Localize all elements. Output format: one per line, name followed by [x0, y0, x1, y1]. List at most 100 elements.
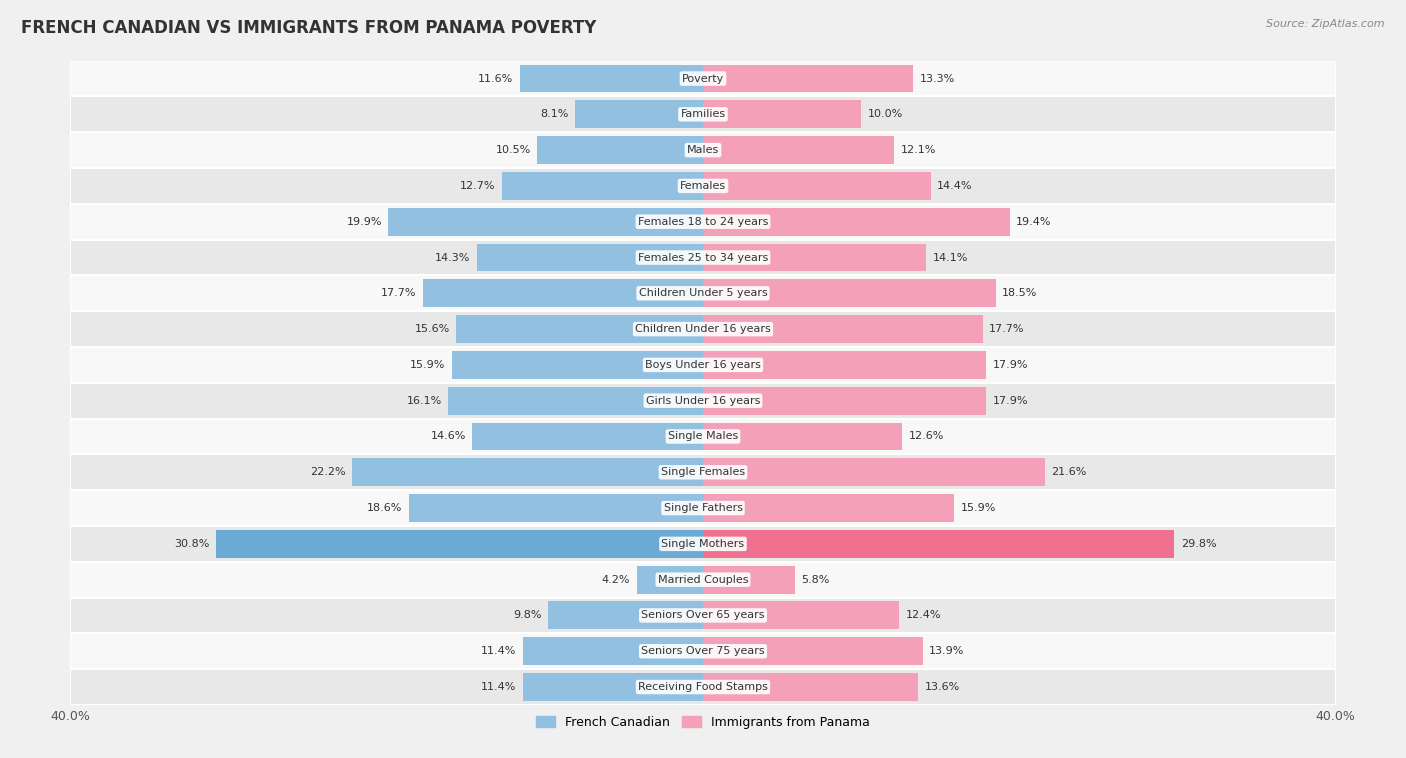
- Bar: [703, 459, 1045, 486]
- Text: 13.9%: 13.9%: [929, 647, 965, 656]
- Text: Seniors Over 65 years: Seniors Over 65 years: [641, 610, 765, 621]
- Bar: [703, 208, 1010, 236]
- Bar: [70, 347, 1336, 383]
- Text: Source: ZipAtlas.com: Source: ZipAtlas.com: [1267, 19, 1385, 29]
- Text: 5.8%: 5.8%: [801, 575, 830, 584]
- Bar: [352, 459, 703, 486]
- Text: Single Fathers: Single Fathers: [664, 503, 742, 513]
- Bar: [70, 168, 1336, 204]
- Text: 18.5%: 18.5%: [1002, 288, 1038, 299]
- Text: Poverty: Poverty: [682, 74, 724, 83]
- Bar: [70, 490, 1336, 526]
- Text: 11.4%: 11.4%: [481, 682, 516, 692]
- Bar: [502, 172, 703, 200]
- Bar: [703, 280, 995, 307]
- Bar: [703, 602, 900, 629]
- Bar: [388, 208, 703, 236]
- Text: Receiving Food Stamps: Receiving Food Stamps: [638, 682, 768, 692]
- Text: 10.0%: 10.0%: [868, 109, 903, 119]
- Text: Children Under 5 years: Children Under 5 years: [638, 288, 768, 299]
- Bar: [477, 243, 703, 271]
- Legend: French Canadian, Immigrants from Panama: French Canadian, Immigrants from Panama: [531, 711, 875, 735]
- Text: 14.3%: 14.3%: [434, 252, 471, 262]
- Bar: [472, 422, 703, 450]
- Bar: [703, 243, 927, 271]
- Text: 15.6%: 15.6%: [415, 324, 450, 334]
- Text: 19.4%: 19.4%: [1017, 217, 1052, 227]
- Text: 17.9%: 17.9%: [993, 396, 1028, 406]
- Bar: [451, 351, 703, 379]
- Bar: [703, 315, 983, 343]
- Text: 17.7%: 17.7%: [381, 288, 416, 299]
- Bar: [703, 136, 894, 164]
- Bar: [70, 383, 1336, 418]
- Text: Females 18 to 24 years: Females 18 to 24 years: [638, 217, 768, 227]
- Bar: [575, 100, 703, 128]
- Bar: [703, 565, 794, 594]
- Text: 29.8%: 29.8%: [1181, 539, 1216, 549]
- Bar: [70, 526, 1336, 562]
- Bar: [523, 637, 703, 666]
- Bar: [70, 96, 1336, 132]
- Text: 14.1%: 14.1%: [932, 252, 967, 262]
- Text: Girls Under 16 years: Girls Under 16 years: [645, 396, 761, 406]
- Bar: [703, 387, 986, 415]
- Text: 11.6%: 11.6%: [478, 74, 513, 83]
- Text: 15.9%: 15.9%: [409, 360, 446, 370]
- Text: 10.5%: 10.5%: [495, 145, 530, 155]
- Bar: [409, 494, 703, 522]
- Text: 21.6%: 21.6%: [1052, 467, 1087, 478]
- Bar: [70, 418, 1336, 454]
- Text: 17.9%: 17.9%: [993, 360, 1028, 370]
- Text: Seniors Over 75 years: Seniors Over 75 years: [641, 647, 765, 656]
- Text: 16.1%: 16.1%: [406, 396, 441, 406]
- Text: 14.4%: 14.4%: [938, 181, 973, 191]
- Bar: [703, 673, 918, 701]
- Bar: [70, 454, 1336, 490]
- Text: FRENCH CANADIAN VS IMMIGRANTS FROM PANAMA POVERTY: FRENCH CANADIAN VS IMMIGRANTS FROM PANAM…: [21, 19, 596, 37]
- Text: Families: Families: [681, 109, 725, 119]
- Bar: [703, 351, 986, 379]
- Text: 4.2%: 4.2%: [602, 575, 630, 584]
- Text: 8.1%: 8.1%: [540, 109, 568, 119]
- Bar: [70, 562, 1336, 597]
- Bar: [703, 422, 903, 450]
- Bar: [215, 530, 703, 558]
- Text: Females: Females: [681, 181, 725, 191]
- Bar: [703, 530, 1174, 558]
- Text: 15.9%: 15.9%: [960, 503, 997, 513]
- Bar: [703, 494, 955, 522]
- Bar: [523, 673, 703, 701]
- Bar: [456, 315, 703, 343]
- Bar: [537, 136, 703, 164]
- Bar: [703, 172, 931, 200]
- Text: 12.7%: 12.7%: [460, 181, 496, 191]
- Bar: [70, 275, 1336, 312]
- Text: 30.8%: 30.8%: [174, 539, 209, 549]
- Bar: [637, 565, 703, 594]
- Bar: [70, 61, 1336, 96]
- Text: 14.6%: 14.6%: [430, 431, 465, 441]
- Bar: [520, 64, 703, 92]
- Bar: [703, 64, 914, 92]
- Bar: [703, 100, 860, 128]
- Text: 13.6%: 13.6%: [925, 682, 960, 692]
- Bar: [449, 387, 703, 415]
- Text: 9.8%: 9.8%: [513, 610, 541, 621]
- Bar: [70, 669, 1336, 705]
- Text: 12.1%: 12.1%: [901, 145, 936, 155]
- Text: 11.4%: 11.4%: [481, 647, 516, 656]
- Text: Boys Under 16 years: Boys Under 16 years: [645, 360, 761, 370]
- Text: 19.9%: 19.9%: [346, 217, 382, 227]
- Text: 18.6%: 18.6%: [367, 503, 402, 513]
- Bar: [70, 204, 1336, 240]
- Text: 12.4%: 12.4%: [905, 610, 941, 621]
- Bar: [70, 634, 1336, 669]
- Text: Males: Males: [688, 145, 718, 155]
- Text: 12.6%: 12.6%: [908, 431, 943, 441]
- Text: 22.2%: 22.2%: [309, 467, 346, 478]
- Bar: [70, 240, 1336, 275]
- Bar: [70, 597, 1336, 634]
- Text: Single Females: Single Females: [661, 467, 745, 478]
- Bar: [703, 637, 922, 666]
